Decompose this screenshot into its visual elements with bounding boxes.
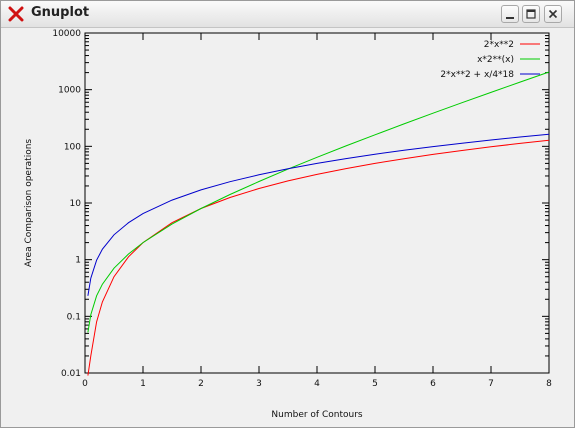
maximize-icon <box>526 9 536 19</box>
y-tick-label: 10 <box>70 199 82 209</box>
y-axis-label: Area Comparison operations <box>24 139 34 268</box>
y-tick-label: 1000 <box>58 86 81 96</box>
close-icon <box>548 9 558 19</box>
series-line-1 <box>87 139 550 376</box>
x-tick-label: 3 <box>256 379 262 389</box>
x-close-red-icon <box>8 6 24 22</box>
y-tick-labels: 0.01 0.1 1 10 100 1000 10000 <box>52 29 81 379</box>
series-line-3 <box>87 133 550 296</box>
x-axis-label: Number of Contours <box>271 410 362 420</box>
x-tick-label: 5 <box>372 379 378 389</box>
axis-ticks <box>84 32 550 374</box>
y-tick-label: 0.01 <box>61 369 81 379</box>
x-tick-label: 6 <box>430 379 436 389</box>
x-tick-label: 4 <box>314 379 320 389</box>
legend-label-3: 2*x**2 + x/4*18 <box>440 70 514 80</box>
minimize-button[interactable] <box>501 5 519 23</box>
plot-border <box>84 32 550 374</box>
x-tick-label: 2 <box>198 379 204 389</box>
legend-label-1: 2*x**2 <box>484 40 514 50</box>
minimize-icon <box>506 17 514 19</box>
series-line-2 <box>87 71 550 333</box>
series-lines <box>87 71 550 376</box>
plot-canvas: 0.01 0.1 1 10 100 1000 10000 0 1 2 3 4 5 6 7 8 2*x**2 x… <box>24 29 552 420</box>
y-tick-label: 1 <box>75 256 81 266</box>
x-tick-label: 1 <box>140 379 146 389</box>
y-tick-label: 0.1 <box>67 312 81 322</box>
x-tick-label: 8 <box>546 379 552 389</box>
y-tick-label: 100 <box>64 142 81 152</box>
x-tick-label: 7 <box>488 379 494 389</box>
y-tick-label: 10000 <box>52 29 81 39</box>
x-tick-label: 0 <box>82 379 88 389</box>
title-bar[interactable]: Gnuplot <box>1 1 574 28</box>
legend-label-2: x*2**(x) <box>477 55 514 65</box>
close-button[interactable] <box>544 5 562 23</box>
x-tick-labels: 0 1 2 3 4 5 6 7 8 <box>82 379 552 389</box>
window-title: Gnuplot <box>31 5 90 20</box>
maximize-button[interactable] <box>522 5 540 23</box>
legend: 2*x**2 x*2**(x) 2*x**2 + x/4*18 <box>440 40 540 80</box>
